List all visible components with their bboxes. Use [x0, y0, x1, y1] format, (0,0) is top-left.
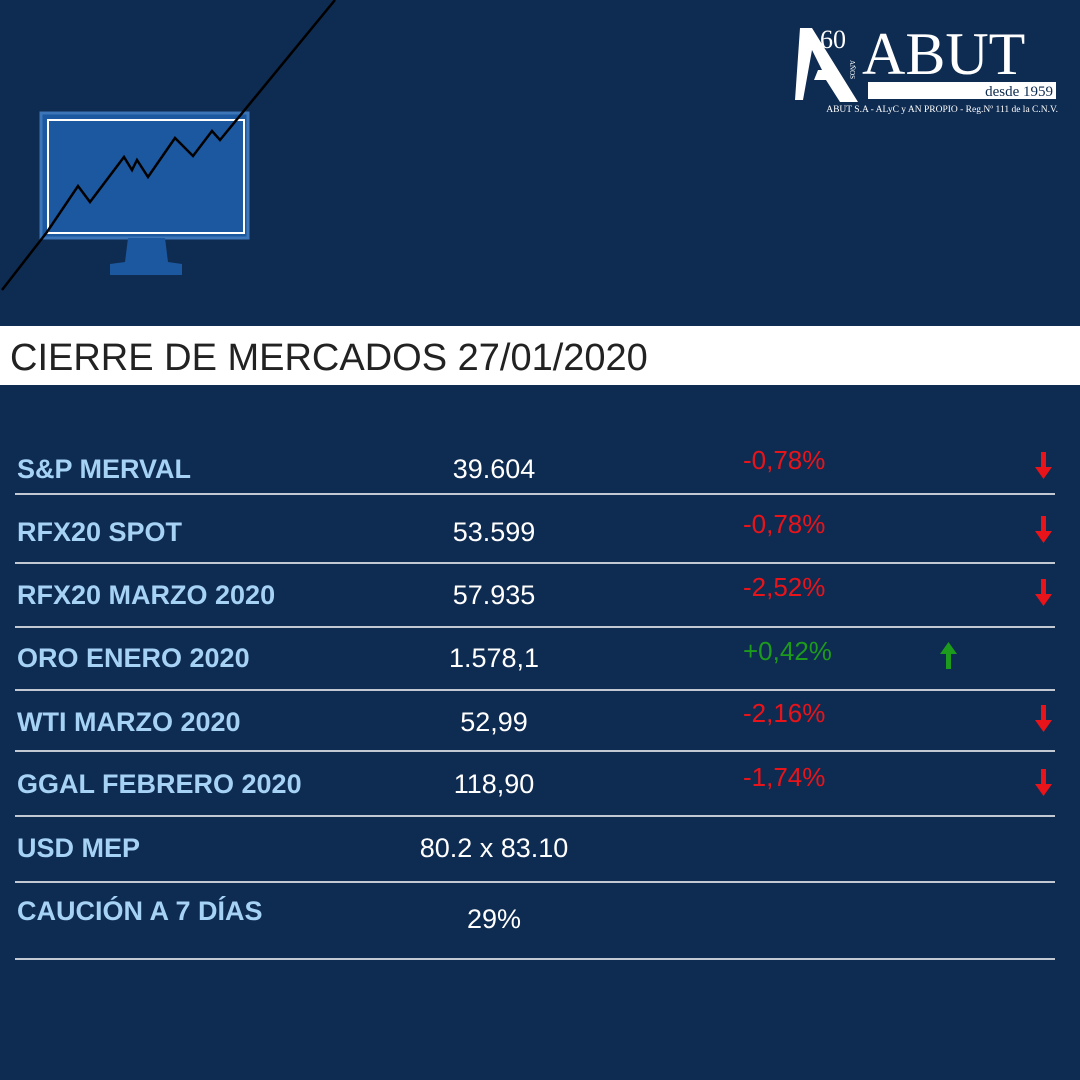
row-label: WTI MARZO 2020 — [17, 707, 241, 737]
row-change: -2,52% — [743, 572, 825, 602]
logo-registry: ABUT S.A - ALyC y AN PROPIO - Reg.Nº 111… — [826, 105, 1058, 115]
row-label: S&P MERVAL — [17, 454, 191, 484]
row-value: 57.935 — [453, 580, 536, 610]
logo-years: 60 — [820, 25, 846, 54]
logo-mark — [795, 28, 858, 102]
arrows — [940, 452, 1052, 796]
row-label: RFX20 MARZO 2020 — [17, 580, 275, 610]
monitor-stand — [110, 238, 182, 275]
down-arrow — [1035, 769, 1052, 796]
down-arrow — [1035, 705, 1052, 732]
up-arrow — [940, 642, 957, 669]
row-value: 53.599 — [453, 517, 536, 547]
row-change: -0,78% — [743, 445, 825, 475]
row-value: 118,90 — [454, 769, 535, 799]
monitor-screen — [47, 119, 245, 234]
trend-line — [1, 0, 336, 291]
row-label: RFX20 SPOT — [17, 517, 183, 547]
row-value: 52,99 — [460, 707, 528, 737]
logo-name: ABUT — [862, 21, 1025, 87]
title-band — [0, 326, 1080, 385]
row-change: -2,16% — [743, 698, 825, 728]
row-value: 80.2 x 83.10 — [420, 833, 569, 863]
row-change: -1,74% — [743, 762, 825, 792]
logo-years-word: AÑOS — [848, 60, 856, 79]
down-arrow — [1035, 452, 1052, 479]
row-value: 1.578,1 — [449, 643, 539, 673]
title: CIERRE DE MERCADOS 27/01/2020 — [10, 337, 648, 379]
table: S&P MERVAL 39.604 -0,78% RFX20 SPOT 53.599 -0… — [15, 445, 1055, 960]
row-change: -0,78% — [743, 509, 825, 539]
row-value: 39.604 — [453, 454, 536, 484]
logo: 60 AÑOS ABUT desde 1959 ABUT S.A - ALyC … — [795, 21, 1058, 115]
logo-since: desde 1959 — [985, 84, 1053, 100]
row-change: +0,42% — [743, 636, 832, 666]
monitor — [39, 111, 250, 240]
down-arrow — [1035, 579, 1052, 606]
row-label: CAUCIÓN A 7 DÍAS — [17, 895, 263, 926]
row-value: 29% — [467, 904, 521, 934]
down-arrow — [1035, 516, 1052, 543]
logo-band — [868, 82, 1056, 99]
row-label: GGAL FEBRERO 2020 — [17, 769, 302, 799]
row-label: USD MEP — [17, 833, 140, 863]
row-label: ORO ENERO 2020 — [17, 643, 250, 673]
